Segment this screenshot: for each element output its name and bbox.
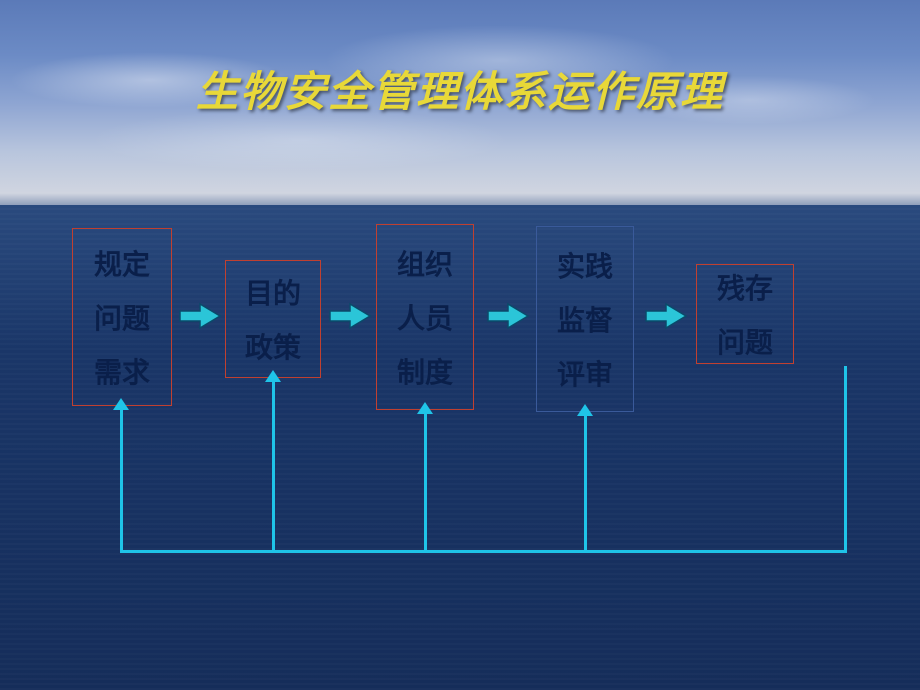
flow-box-box1: 规定问题需求 [72, 228, 172, 406]
box-line: 实践 [557, 245, 613, 285]
flow-arrow [178, 302, 222, 330]
box-line: 人员 [397, 297, 453, 337]
flow-box-box3: 组织人员制度 [376, 224, 474, 410]
feedback-right-drop [844, 366, 847, 553]
flow-arrow [486, 302, 530, 330]
feedback-upright [424, 412, 427, 550]
feedback-upright [272, 380, 275, 550]
flow-arrow [328, 302, 372, 330]
box-line: 评审 [557, 353, 613, 393]
box-line: 残存 [717, 267, 773, 307]
box-line: 制度 [397, 351, 453, 391]
box-line: 目的 [245, 272, 301, 312]
feedback-upright [584, 414, 587, 550]
box-line: 政策 [245, 326, 301, 366]
flow-arrow [644, 302, 688, 330]
feedback-upright [120, 408, 123, 550]
box-line: 规定 [94, 243, 150, 283]
box-line: 问题 [717, 321, 773, 361]
flow-box-box2: 目的政策 [225, 260, 321, 378]
feedback-baseline [120, 550, 847, 553]
box-line: 需求 [94, 351, 150, 391]
flow-box-box4: 实践监督评审 [536, 226, 634, 412]
flow-box-box5: 残存问题 [696, 264, 794, 364]
box-line: 问题 [94, 297, 150, 337]
box-line: 监督 [557, 299, 613, 339]
box-line: 组织 [397, 243, 453, 283]
slide-title: 生物安全管理体系运作原理 [0, 58, 920, 119]
